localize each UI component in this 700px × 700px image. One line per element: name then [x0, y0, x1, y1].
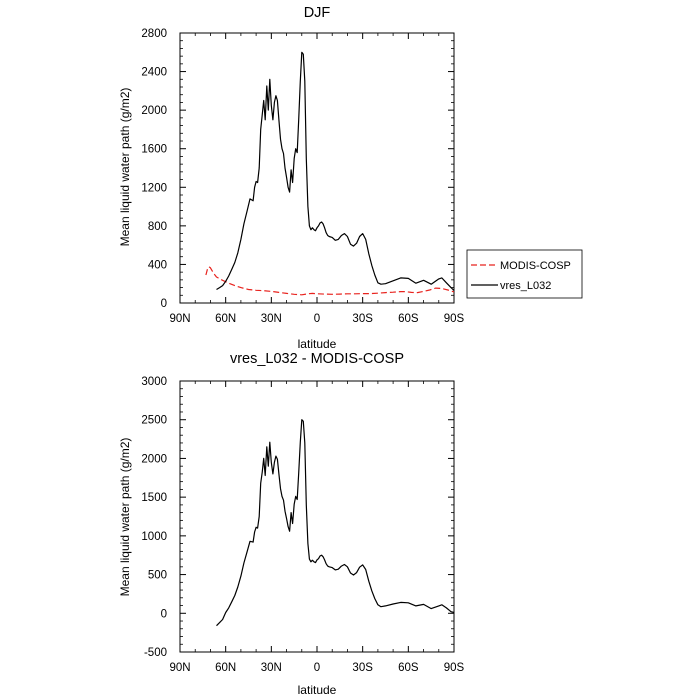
- legend-box: [466, 249, 583, 299]
- x-tick-label: 0: [314, 662, 320, 674]
- y-tick-label: 800: [148, 221, 167, 233]
- x-tick-label: 30S: [352, 662, 373, 674]
- top-panel: DJF latitude Mean liquid water path (g/m…: [118, 5, 465, 351]
- series-line-vres-l032: [216, 51, 455, 291]
- y-tick-label: 2500: [141, 415, 167, 427]
- y-tick-label: 1600: [141, 144, 167, 156]
- x-tick-label: 60N: [215, 313, 236, 325]
- y-tick-label: 1500: [141, 492, 167, 504]
- x-tick-label: 30N: [261, 313, 282, 325]
- series-line-vres-l032-modis-cosp: [216, 419, 455, 627]
- y-tick-label: 2400: [141, 67, 167, 79]
- x-tick-label: 90S: [444, 662, 465, 674]
- series-line-modis-cosp: [205, 266, 455, 296]
- y-tick-label: 3000: [141, 376, 167, 388]
- legend-label-modis: MODIS-COSP: [500, 260, 571, 272]
- x-tick-label: 90N: [169, 662, 190, 674]
- y-axis-label: Mean liquid water path (g/m2): [118, 438, 132, 597]
- chart-title: DJF: [304, 5, 331, 21]
- x-tick-label: 30N: [261, 662, 282, 674]
- y-axis-label: Mean liquid water path (g/m2): [118, 88, 132, 247]
- x-tick-label: 90S: [444, 313, 465, 325]
- y-tick-label: 400: [148, 259, 167, 271]
- y-tick-label: 2800: [141, 28, 167, 40]
- y-tick-label: 2000: [141, 453, 167, 465]
- x-axis-label: latitude: [298, 337, 337, 351]
- bottom-panel: vres_L032 - MODIS-COSP latitude Mean liq…: [118, 351, 465, 697]
- x-tick-label: 0: [314, 313, 320, 325]
- x-tick-label: 60S: [398, 313, 419, 325]
- x-tick-label: 60S: [398, 662, 419, 674]
- y-tick-label: 2000: [141, 105, 167, 117]
- x-tick-label: 60N: [215, 662, 236, 674]
- y-tick-label: 500: [148, 570, 167, 582]
- y-tick-label: 1200: [141, 182, 167, 194]
- y-tick-label: 1000: [141, 531, 167, 543]
- y-tick-label: 0: [161, 608, 167, 620]
- y-tick-label: -500: [144, 647, 167, 659]
- y-tick-label: 0: [161, 298, 167, 310]
- chart-title: vres_L032 - MODIS-COSP: [230, 351, 404, 367]
- x-tick-label: 30S: [352, 313, 373, 325]
- x-axis-label: latitude: [298, 683, 337, 697]
- legend-label-vres: vres_L032: [500, 280, 551, 292]
- x-tick-label: 90N: [169, 313, 190, 325]
- legend: MODIS-COSP vres_L032: [466, 249, 583, 299]
